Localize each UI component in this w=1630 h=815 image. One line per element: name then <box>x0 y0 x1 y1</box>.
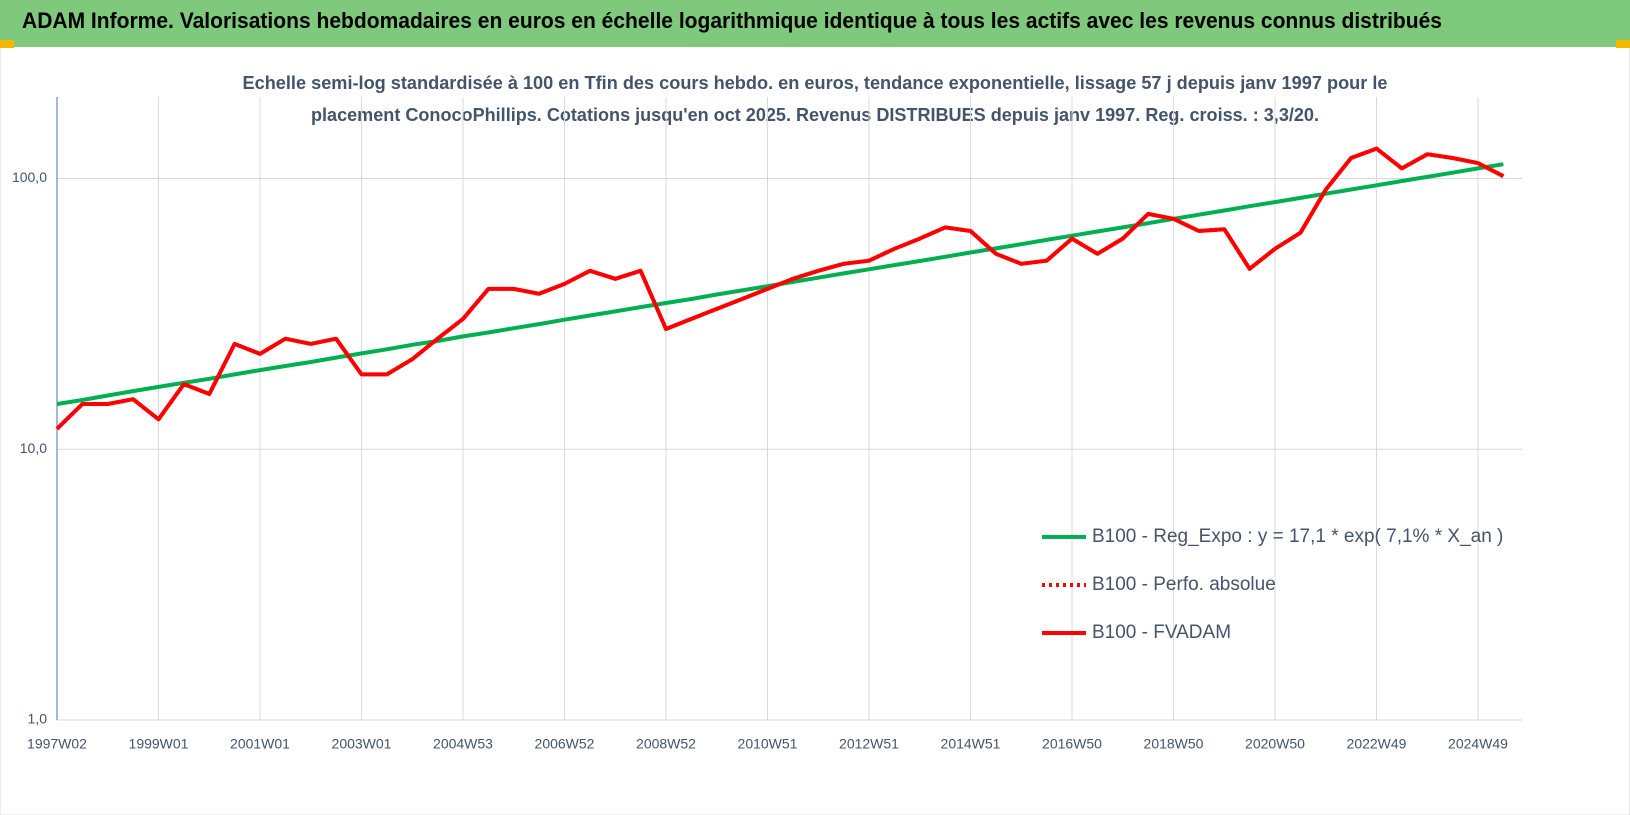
x-tick-label: 1999W01 <box>129 736 189 752</box>
x-tick-label: 2006W52 <box>535 736 595 752</box>
plot-area: 1,0 10,0 100,0 1997W02 1999W01 2001W01 2003W01… <box>12 97 1522 752</box>
x-tick-label: 2024W49 <box>1448 736 1508 752</box>
x-tick-label: 2020W50 <box>1245 736 1305 752</box>
corner-mark <box>1616 40 1630 48</box>
x-tick-label: 2022W49 <box>1347 736 1407 752</box>
x-tick-label: 1997W02 <box>27 736 87 752</box>
x-tick-label: 2004W53 <box>433 736 493 752</box>
legend-label: B100 - FVADAM <box>1092 622 1231 643</box>
x-tick-label: 2016W50 <box>1042 736 1102 752</box>
legend-label: B100 - Reg_Expo : y = 17,1 * exp( 7,1% *… <box>1092 526 1503 547</box>
legend-label: B100 - Perfo. absolue <box>1092 574 1276 595</box>
x-tick-label: 2012W51 <box>839 736 899 752</box>
series-line <box>55 146 1505 431</box>
header-bar <box>0 0 1630 47</box>
chart-title: Echelle semi-log standardisée à 100 en T… <box>243 73 1388 93</box>
x-tick-label: 2008W52 <box>636 736 696 752</box>
x-tick-label: 2010W51 <box>738 736 798 752</box>
y-tick-label: 10,0 <box>20 440 47 456</box>
x-tick-label: 2014W51 <box>941 736 1001 752</box>
header-title: ADAM Informe. Valorisations hebdomadaire… <box>22 8 1442 33</box>
y-tick-label: 100,0 <box>12 169 47 185</box>
chart-title: placement ConocoPhillips. Cotations jusq… <box>311 105 1319 125</box>
x-tick-label: 2003W01 <box>332 736 392 752</box>
x-tick-label: 2001W01 <box>230 736 290 752</box>
corner-mark <box>0 40 14 48</box>
y-tick-label: 1,0 <box>28 711 48 727</box>
x-tick-label: 2018W50 <box>1144 736 1204 752</box>
